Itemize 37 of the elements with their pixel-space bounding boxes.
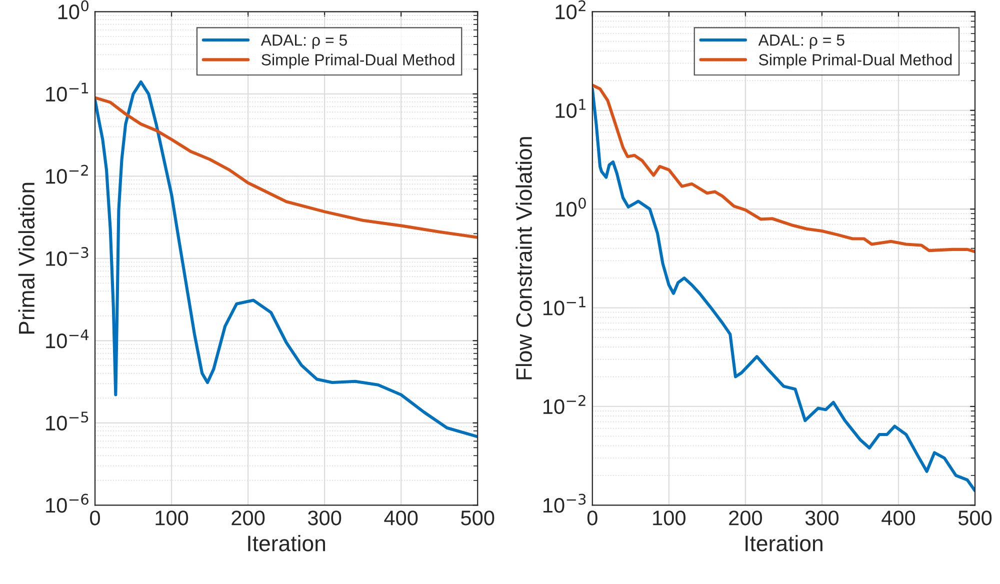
- y-tick-label: 10$^{−2}$: [46, 164, 88, 184]
- x-tick-label: 500: [958, 510, 992, 526]
- x-tick-label: 0: [90, 510, 100, 526]
- y-tick-label: 10$^{−3}$: [543, 494, 586, 513]
- line-series: [592, 84, 975, 254]
- y-tick-label: 10$^{−4}$: [46, 329, 89, 348]
- legend-label: ADAL: ρ = 5: [758, 34, 844, 49]
- x-tick-label: 400: [384, 510, 418, 526]
- line-series: [95, 80, 478, 438]
- x-tick-label: 100: [156, 510, 188, 526]
- y-tick-label: 10$^{2}$: [556, 0, 586, 20]
- y-tick-label: 10$^{−1}$: [46, 82, 88, 102]
- x-tick-label: 200: [729, 510, 762, 526]
- y-axis-title: Primal Violation: [18, 182, 35, 334]
- x-tick-label: 100: [653, 510, 686, 526]
- legend-label: Simple Primal-Dual Method: [758, 54, 952, 69]
- y-tick-label: 10$^{0}$: [58, 0, 88, 20]
- y-tick-label: 10$^{−6}$: [46, 494, 88, 513]
- y-tick-label: 10$^{−3}$: [46, 247, 88, 266]
- line-series: [95, 96, 478, 239]
- legend-label: ADAL: ρ = 5: [260, 34, 347, 49]
- y-tick-label: 10$^{1}$: [556, 99, 586, 118]
- x-tick-label: 0: [587, 510, 598, 526]
- line-series: [592, 87, 975, 492]
- y-tick-label: 10$^{0}$: [556, 198, 586, 217]
- x-axis-title: Iteration: [746, 534, 822, 552]
- y-tick-label: 10$^{−1}$: [543, 296, 586, 316]
- x-tick-label: 300: [308, 510, 342, 526]
- y-tick-label: 10$^{−5}$: [46, 412, 88, 431]
- y-tick-label: 10$^{−2}$: [543, 395, 586, 414]
- x-tick-label: 300: [805, 510, 839, 526]
- legend-label: Simple Primal-Dual Method: [262, 54, 454, 69]
- x-axis-title: Iteration: [248, 534, 326, 552]
- y-axis-title: Flow Constraint Violation: [516, 137, 532, 380]
- x-tick-label: 200: [232, 510, 265, 526]
- x-tick-label: 500: [461, 510, 494, 526]
- x-tick-label: 400: [882, 510, 916, 526]
